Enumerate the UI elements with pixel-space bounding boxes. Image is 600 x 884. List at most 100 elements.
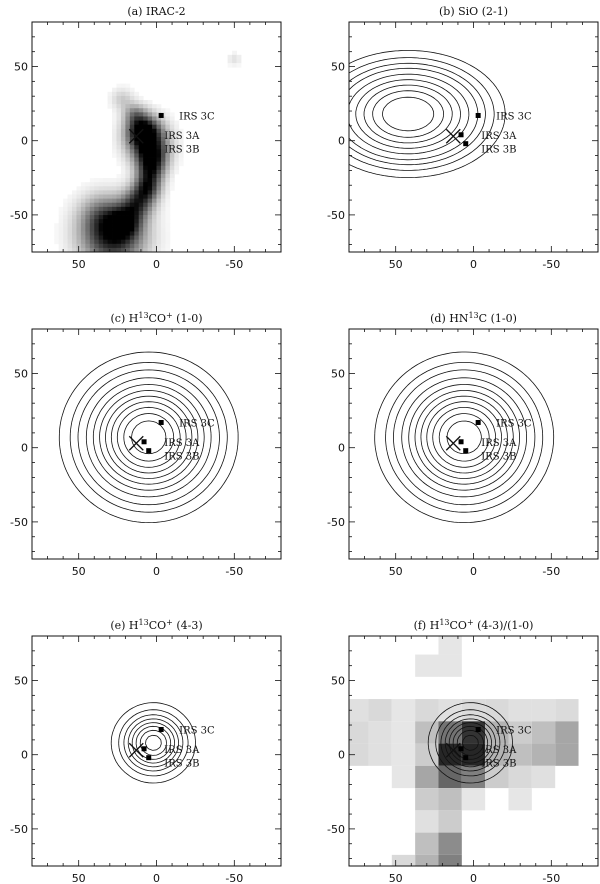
ir-pixel — [165, 124, 171, 130]
contour-level — [110, 702, 196, 784]
ir-pixel — [107, 223, 113, 228]
panel-title: (c) H13CO+ (1-0) — [111, 311, 203, 325]
ir-pixel — [120, 95, 126, 101]
contour-level — [123, 714, 184, 772]
ir-pixel — [116, 235, 122, 241]
ir-pixel — [120, 137, 126, 142]
ir-pixel — [125, 120, 131, 126]
ir-pixel — [63, 210, 68, 216]
ir-pixel — [236, 54, 242, 60]
ir-pixel — [165, 239, 171, 245]
ir-pixel — [116, 231, 122, 236]
ir-pixel — [156, 198, 162, 204]
ratio-pixel — [368, 699, 392, 722]
ir-pixel — [143, 137, 149, 142]
ir-pixel — [165, 231, 171, 236]
ir-pixel — [125, 128, 131, 134]
ir-pixel — [129, 194, 135, 200]
ratio-pixel — [415, 765, 439, 789]
ir-pixel — [98, 235, 104, 241]
ir-pixel — [94, 198, 100, 204]
contour-level — [105, 395, 193, 479]
ir-pixel — [116, 194, 122, 200]
ir-pixel — [120, 173, 126, 179]
ir-pixel — [85, 198, 91, 204]
ir-pixel — [94, 231, 100, 236]
source-marker — [458, 439, 464, 445]
ir-pixel — [76, 202, 82, 208]
ir-pixel — [58, 219, 64, 224]
source-label: IRS 3C — [179, 111, 215, 122]
ir-pixel — [107, 91, 113, 97]
ir-pixel — [72, 210, 77, 216]
ir-pixel — [107, 178, 113, 183]
ir-pixel — [120, 87, 126, 93]
ir-pixel — [165, 112, 171, 117]
ir-pixel — [129, 231, 135, 236]
ir-pixel — [178, 141, 184, 146]
ir-pixel — [129, 190, 135, 195]
ir-pixel — [125, 157, 131, 163]
ir-pixel — [165, 186, 171, 191]
ir-pixel — [160, 141, 166, 146]
ir-pixel — [129, 153, 135, 158]
ir-pixel — [94, 202, 100, 208]
ratio-pixel — [438, 765, 462, 789]
ir-pixel — [156, 120, 162, 126]
contour-level — [427, 702, 513, 784]
ir-pixel — [143, 141, 149, 146]
ir-pixel — [98, 198, 104, 204]
ir-pixel — [147, 227, 153, 232]
ir-pixel — [169, 145, 175, 150]
ratio-pixel — [438, 743, 462, 766]
y-tick-label: 0 — [21, 749, 28, 762]
ir-pixel — [94, 243, 100, 249]
ir-pixel — [63, 231, 68, 236]
ir-pixel — [116, 120, 122, 126]
ir-pixel — [138, 215, 144, 220]
ir-pixel — [103, 215, 108, 220]
ir-pixel — [112, 137, 117, 142]
ir-pixel — [125, 116, 131, 121]
ir-pixel — [147, 145, 153, 150]
ir-pixel — [143, 186, 149, 191]
ir-pixel — [152, 104, 157, 109]
contour-level — [349, 62, 486, 166]
ir-pixel — [129, 112, 135, 117]
ir-pixel — [156, 247, 162, 252]
ir-pixel — [94, 227, 100, 232]
ir-pixel — [76, 186, 82, 191]
ir-pixel — [152, 132, 157, 138]
ir-pixel — [129, 169, 135, 175]
ir-pixel — [120, 91, 126, 97]
ir-pixel — [236, 63, 242, 68]
ir-pixel — [134, 100, 140, 105]
ir-pixel — [138, 157, 144, 163]
ir-pixel — [134, 137, 140, 142]
y-tick-label: 50 — [331, 61, 345, 74]
ir-pixel — [134, 239, 140, 245]
ir-pixel — [63, 247, 68, 252]
ir-pixel — [89, 247, 95, 252]
ir-pixel — [160, 153, 166, 158]
ir-pixel — [160, 169, 166, 175]
ir-pixel — [54, 227, 60, 232]
ir-pixel — [174, 132, 180, 138]
ir-pixel — [143, 178, 149, 183]
ir-pixel — [125, 186, 131, 191]
plot-area — [349, 50, 506, 178]
ir-pixel — [107, 227, 113, 232]
ir-pixel — [103, 202, 108, 208]
ir-pixel — [138, 116, 144, 121]
ir-pixel — [138, 112, 144, 117]
y-tick-label: 0 — [21, 135, 28, 148]
ratio-pixel — [349, 699, 369, 722]
ir-pixel — [98, 227, 104, 232]
ir-pixel — [116, 157, 122, 163]
ir-pixel — [112, 95, 117, 101]
ir-pixel — [67, 219, 73, 224]
ir-pixel — [94, 194, 100, 200]
y-tick-label: 0 — [338, 442, 345, 455]
ir-pixel — [178, 128, 184, 134]
ir-pixel — [103, 194, 108, 200]
